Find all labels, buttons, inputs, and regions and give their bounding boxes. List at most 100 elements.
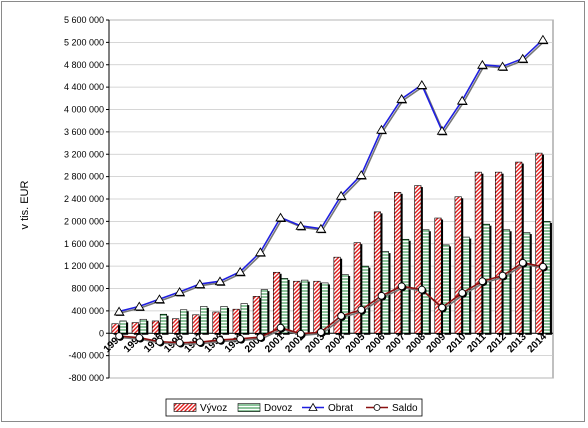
marker-obrat — [376, 124, 387, 134]
legend-label: Obrat — [328, 403, 353, 414]
bar-vývoz — [515, 161, 523, 334]
marker-saldo — [256, 333, 265, 342]
marker-obrat — [295, 220, 307, 230]
marker-saldo — [377, 291, 386, 300]
y-tick-label: 2 000 000 — [64, 216, 104, 226]
marker-obrat — [133, 301, 145, 311]
marker-saldo — [155, 337, 164, 346]
y-tick-label: 2 400 000 — [64, 194, 104, 204]
marker-obrat — [477, 59, 488, 69]
bar-vývoz — [111, 323, 119, 334]
marker-saldo — [458, 289, 467, 297]
marker-obrat — [234, 266, 246, 276]
legend-marker — [373, 404, 381, 411]
plot-area: -800 000 -400 000 0 400 000 800 000 1 200 000… — [64, 15, 554, 383]
y-tick-label: 1 600 000 — [64, 239, 104, 249]
bar-vývoz — [454, 196, 462, 334]
bar-vývoz — [232, 308, 240, 334]
marker-saldo — [518, 258, 527, 267]
bar-vývoz — [535, 152, 543, 334]
y-tick-label: 1 200 000 — [64, 261, 104, 271]
marker-saldo — [357, 305, 366, 314]
legend-swatch-vývoz — [173, 403, 197, 412]
legend-label: Dovoz — [264, 403, 292, 414]
series-line-shadow — [120, 263, 545, 346]
bar-vývoz — [353, 242, 361, 334]
y-tick-label: 4 000 000 — [64, 105, 104, 115]
marker-saldo — [115, 332, 123, 340]
marker-obrat — [396, 93, 407, 103]
y-tick-label: 3 200 000 — [64, 149, 104, 159]
y-tick-label: 5 600 000 — [64, 15, 104, 25]
bar-dovoz — [180, 309, 188, 334]
y-tick-label: -400 000 — [68, 351, 104, 361]
legend-label: Vývoz — [200, 403, 227, 414]
marker-saldo — [276, 323, 285, 332]
y-tick-label: 2 800 000 — [64, 172, 104, 182]
bar-dovoz — [139, 318, 147, 334]
bar-vývoz — [172, 318, 180, 334]
marker-saldo — [337, 312, 345, 320]
bar-vývoz — [434, 217, 442, 334]
marker-saldo — [539, 262, 547, 271]
bar-dovoz — [280, 278, 289, 334]
bar-dovoz — [523, 232, 531, 334]
bar-vývoz — [212, 311, 220, 334]
bar-vývoz — [394, 191, 402, 334]
bar-dovoz — [422, 229, 430, 334]
marker-obrat — [355, 170, 367, 179]
marker-saldo — [195, 338, 204, 347]
y-tick-label: -800 000 — [68, 373, 104, 383]
bar-dovoz — [341, 274, 349, 334]
bar-dovoz — [220, 306, 228, 334]
marker-obrat — [174, 286, 185, 296]
bar-dovoz — [200, 306, 208, 334]
y-tick-label: 0 — [99, 328, 104, 338]
marker-saldo — [296, 329, 305, 338]
series-line-obrat — [118, 38, 544, 313]
marker-obrat — [214, 276, 226, 286]
y-tick-label: 800 000 — [71, 284, 104, 294]
marker-saldo — [498, 271, 507, 280]
marker-obrat — [315, 223, 327, 233]
y-axis-title: v tis. EUR — [19, 181, 31, 230]
bar-vývoz — [151, 320, 160, 334]
y-tick-label: 4 400 000 — [64, 82, 104, 92]
bar-dovoz — [543, 221, 551, 334]
marker-saldo — [135, 333, 144, 342]
legend-marker — [308, 402, 318, 411]
y-tick-label: 3 600 000 — [64, 127, 104, 137]
bar-vývoz — [131, 322, 139, 334]
bar-dovoz — [321, 282, 329, 334]
marker-saldo — [175, 338, 184, 347]
marker-obrat — [335, 190, 347, 200]
bar-dovoz — [159, 313, 168, 334]
marker-obrat — [154, 294, 165, 304]
y-tick-label: 400 000 — [71, 306, 104, 316]
y-tick-label: 4 800 000 — [64, 60, 104, 70]
marker-obrat — [194, 279, 206, 288]
bar-vývoz — [414, 185, 422, 334]
bar-vývoz — [474, 171, 482, 334]
bar-vývoz — [293, 280, 301, 334]
marker-obrat — [436, 125, 448, 135]
bar-vývoz — [333, 256, 341, 334]
marker-saldo — [236, 334, 245, 343]
marker-obrat — [537, 34, 549, 44]
y-tick-label: 5 200 000 — [64, 37, 104, 47]
legend: Vývoz Dovoz Obrat Saldo — [165, 398, 423, 417]
marker-obrat — [275, 212, 286, 222]
series-line-shadow — [120, 40, 545, 314]
bar-vývoz — [373, 211, 382, 334]
marker-obrat — [255, 247, 266, 257]
bar-dovoz — [301, 279, 309, 334]
bar-dovoz — [260, 289, 268, 334]
marker-saldo — [216, 336, 224, 344]
bar-dovoz — [361, 265, 369, 334]
bar-dovoz — [442, 244, 450, 334]
chart: v tis. EUR -800 000 -400 000 0 400 000 800 0… — [19, 15, 554, 417]
legend-label: Saldo — [392, 403, 418, 414]
marker-saldo — [438, 303, 446, 312]
marker-obrat — [416, 80, 428, 89]
marker-obrat — [517, 53, 529, 63]
